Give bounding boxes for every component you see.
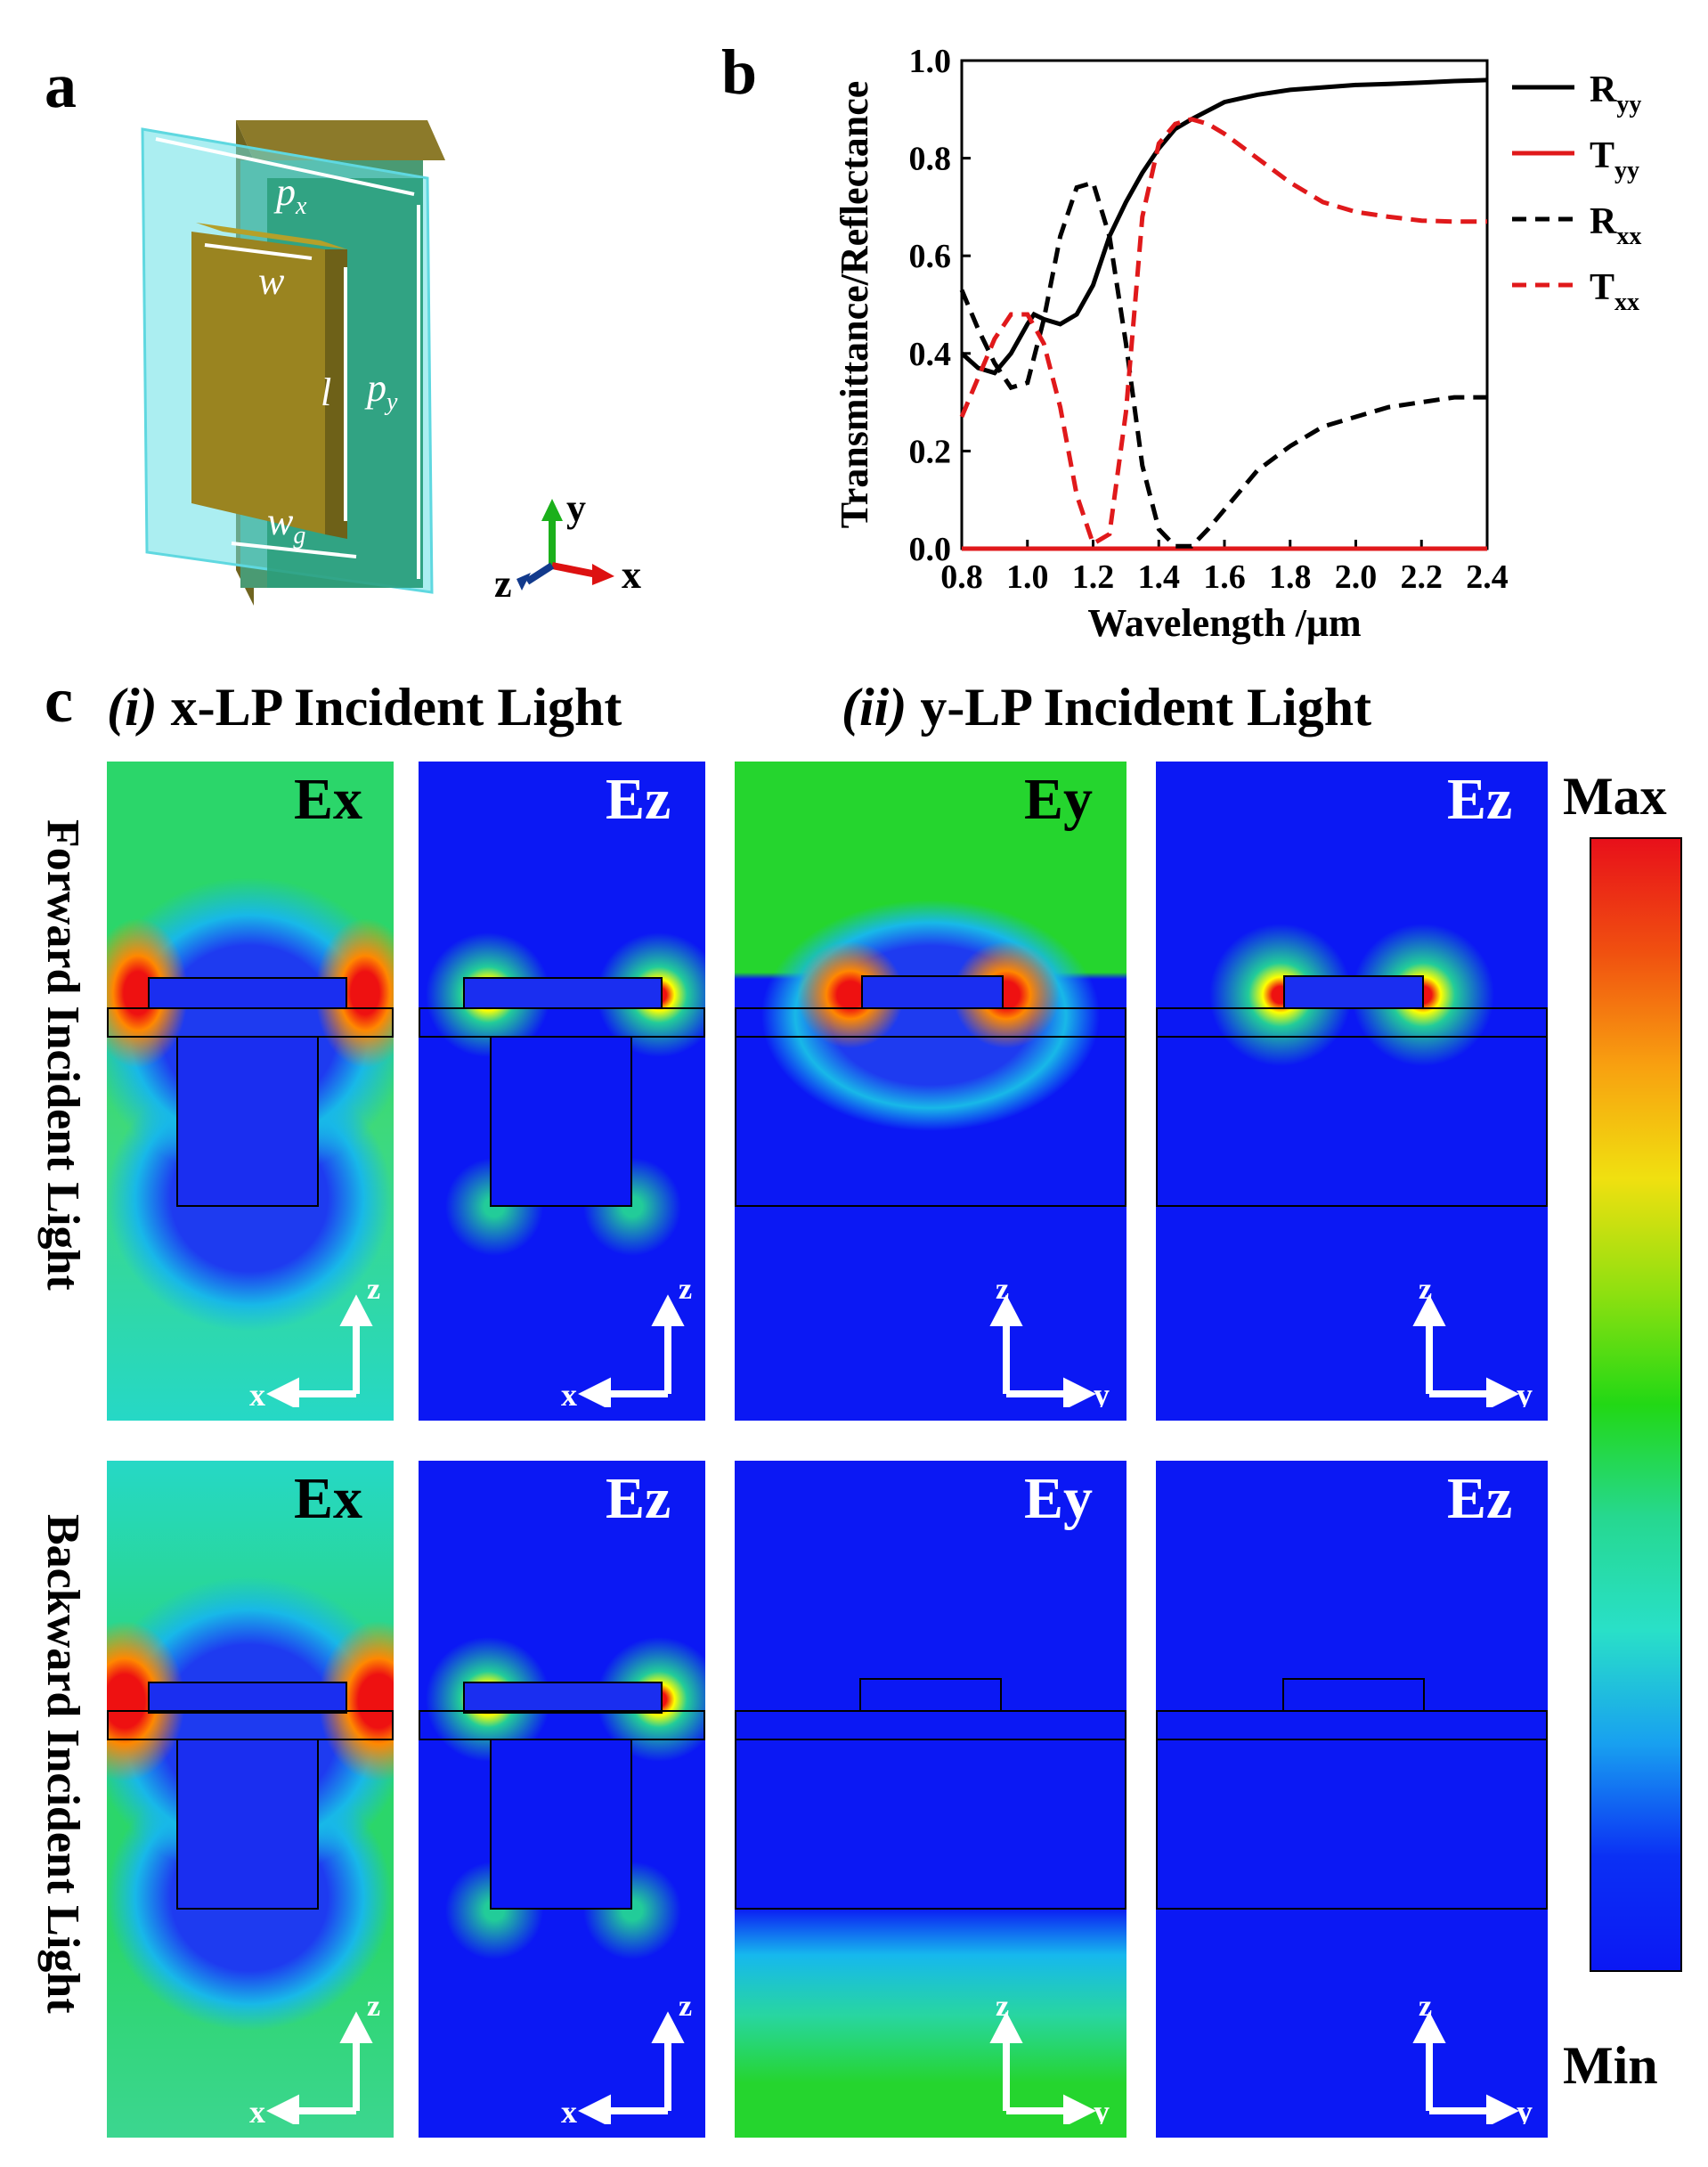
map-label: Ey xyxy=(1024,767,1094,832)
legend-entry: Txx xyxy=(1590,267,1639,316)
map-label: Ez xyxy=(1447,767,1513,832)
gold-bar-top xyxy=(196,223,347,249)
svg-text:z: z xyxy=(367,1283,380,1306)
y-axis-label: Transmittance/Reflectance xyxy=(833,81,876,529)
svg-text:y: y xyxy=(1094,1377,1110,1407)
map-label: Ex xyxy=(294,1466,363,1531)
field-map-backward-ex xyxy=(107,1461,394,2138)
field-map-forward-ez-y xyxy=(1156,762,1548,1421)
label-wg: wg xyxy=(267,500,305,550)
x-tick-label: 1.8 xyxy=(1269,558,1312,596)
colorbar-max-label: Max xyxy=(1563,767,1667,826)
colorbar-min-label: Min xyxy=(1563,2036,1658,2095)
axis-glyph: zx xyxy=(249,1283,380,1407)
panel-b-letter: b xyxy=(721,37,758,108)
y-tick-label: 0.0 xyxy=(909,531,952,568)
svg-text:y: y xyxy=(1094,2094,1110,2124)
svg-text:z: z xyxy=(1419,2000,1432,2023)
map-label: Ex xyxy=(294,767,363,832)
column-header-xlp: (i) x-LP Incident Light xyxy=(107,678,622,737)
x-tick-label: 1.4 xyxy=(1138,558,1181,596)
y-tick-label: 0.2 xyxy=(909,433,952,470)
field-map-forward-ey xyxy=(735,762,1126,1421)
y-tick-label: 0.4 xyxy=(909,336,952,373)
coordinate-axes-3d: y z x xyxy=(494,486,641,606)
gold-bar-side xyxy=(325,249,347,539)
svg-text:y: y xyxy=(1517,1377,1533,1407)
axis-glyph: zy xyxy=(1412,2000,1533,2124)
nanobar-outline xyxy=(148,977,347,1009)
x-tick-label: 2.0 xyxy=(1335,558,1378,596)
panel-a-letter: a xyxy=(45,50,77,121)
label-l: l xyxy=(321,371,331,414)
x-tick-label: 2.4 xyxy=(1466,558,1509,596)
field-map-backward-ez xyxy=(419,1461,705,2138)
panel-c-letter: c xyxy=(45,664,73,736)
map-label: Ey xyxy=(1024,1466,1094,1531)
colorbar xyxy=(1590,837,1682,1972)
row-label-backward: Backward Incident Light xyxy=(37,1514,88,2014)
y-tick-label: 1.0 xyxy=(909,43,952,80)
y-tick-label: 0.8 xyxy=(909,141,952,178)
map-label: Ez xyxy=(606,1466,671,1531)
x-tick-label: 1.2 xyxy=(1072,558,1115,596)
layer-outline xyxy=(107,1007,394,1038)
svg-text:z: z xyxy=(679,2000,692,2023)
gold-bar-front xyxy=(191,232,325,534)
series-line xyxy=(960,77,1488,376)
row-label-forward: Forward Incident Light xyxy=(37,819,88,1291)
svg-text:z: z xyxy=(679,1283,692,1306)
svg-text:x: x xyxy=(561,1377,577,1407)
substrate-block-outline xyxy=(176,1036,319,1207)
svg-text:z: z xyxy=(367,2000,380,2023)
series-line xyxy=(959,179,1487,549)
axis-glyph: zx xyxy=(561,2000,692,2124)
spectrum-chart: 0.8 1.0 1.2 1.4 1.6 1.8 2.0 2.2 2.4 0.0 0.2 0.4 0.6 0… xyxy=(833,43,1641,645)
x-tick-label: 1.6 xyxy=(1203,558,1246,596)
svg-text:x: x xyxy=(622,553,641,597)
field-map-backward-ez-y xyxy=(1156,1461,1548,2138)
legend-entry: Ryy xyxy=(1590,69,1641,118)
axis-glyph: zy xyxy=(989,2000,1110,2124)
column-header-ylp: (ii) y-LP Incident Light xyxy=(842,678,1372,737)
field-map-forward-ex xyxy=(107,762,394,1421)
unit-cell-illustration: px w l py wg xyxy=(141,120,445,606)
svg-text:x: x xyxy=(561,2094,577,2124)
label-w: w xyxy=(258,259,285,303)
svg-text:x: x xyxy=(249,2094,265,2124)
x-tick-label: 1.0 xyxy=(1006,558,1049,596)
label-px: px xyxy=(273,170,307,220)
x-tick-label: 2.2 xyxy=(1401,558,1444,596)
svg-text:y: y xyxy=(566,486,586,530)
axis-glyph: zx xyxy=(249,2000,380,2124)
series-line xyxy=(959,117,1487,548)
axis-glyph: zy xyxy=(989,1283,1110,1407)
svg-text:y: y xyxy=(1517,2094,1533,2124)
map-label: Ez xyxy=(1447,1466,1513,1531)
y-tick-label: 0.6 xyxy=(909,238,952,275)
svg-text:z: z xyxy=(996,1283,1009,1306)
legend-entry: Rxx xyxy=(1590,201,1641,250)
svg-text:x: x xyxy=(249,1377,265,1407)
map-label: Ez xyxy=(606,767,671,832)
x-axis-label: Wavelength /μm xyxy=(1087,601,1361,645)
svg-text:z: z xyxy=(1419,1283,1432,1306)
substrate-block-top xyxy=(236,120,445,160)
legend-entry: Tyy xyxy=(1590,135,1639,184)
axis-glyph: zx xyxy=(561,1283,692,1407)
x-tick-label: 0.8 xyxy=(940,558,983,596)
field-map-forward-ez xyxy=(419,762,705,1421)
svg-text:z: z xyxy=(494,562,512,606)
label-py: py xyxy=(364,366,398,416)
axis-glyph: zy xyxy=(1412,1283,1533,1407)
svg-text:z: z xyxy=(996,2000,1009,2023)
field-map-backward-ey xyxy=(735,1461,1126,2138)
